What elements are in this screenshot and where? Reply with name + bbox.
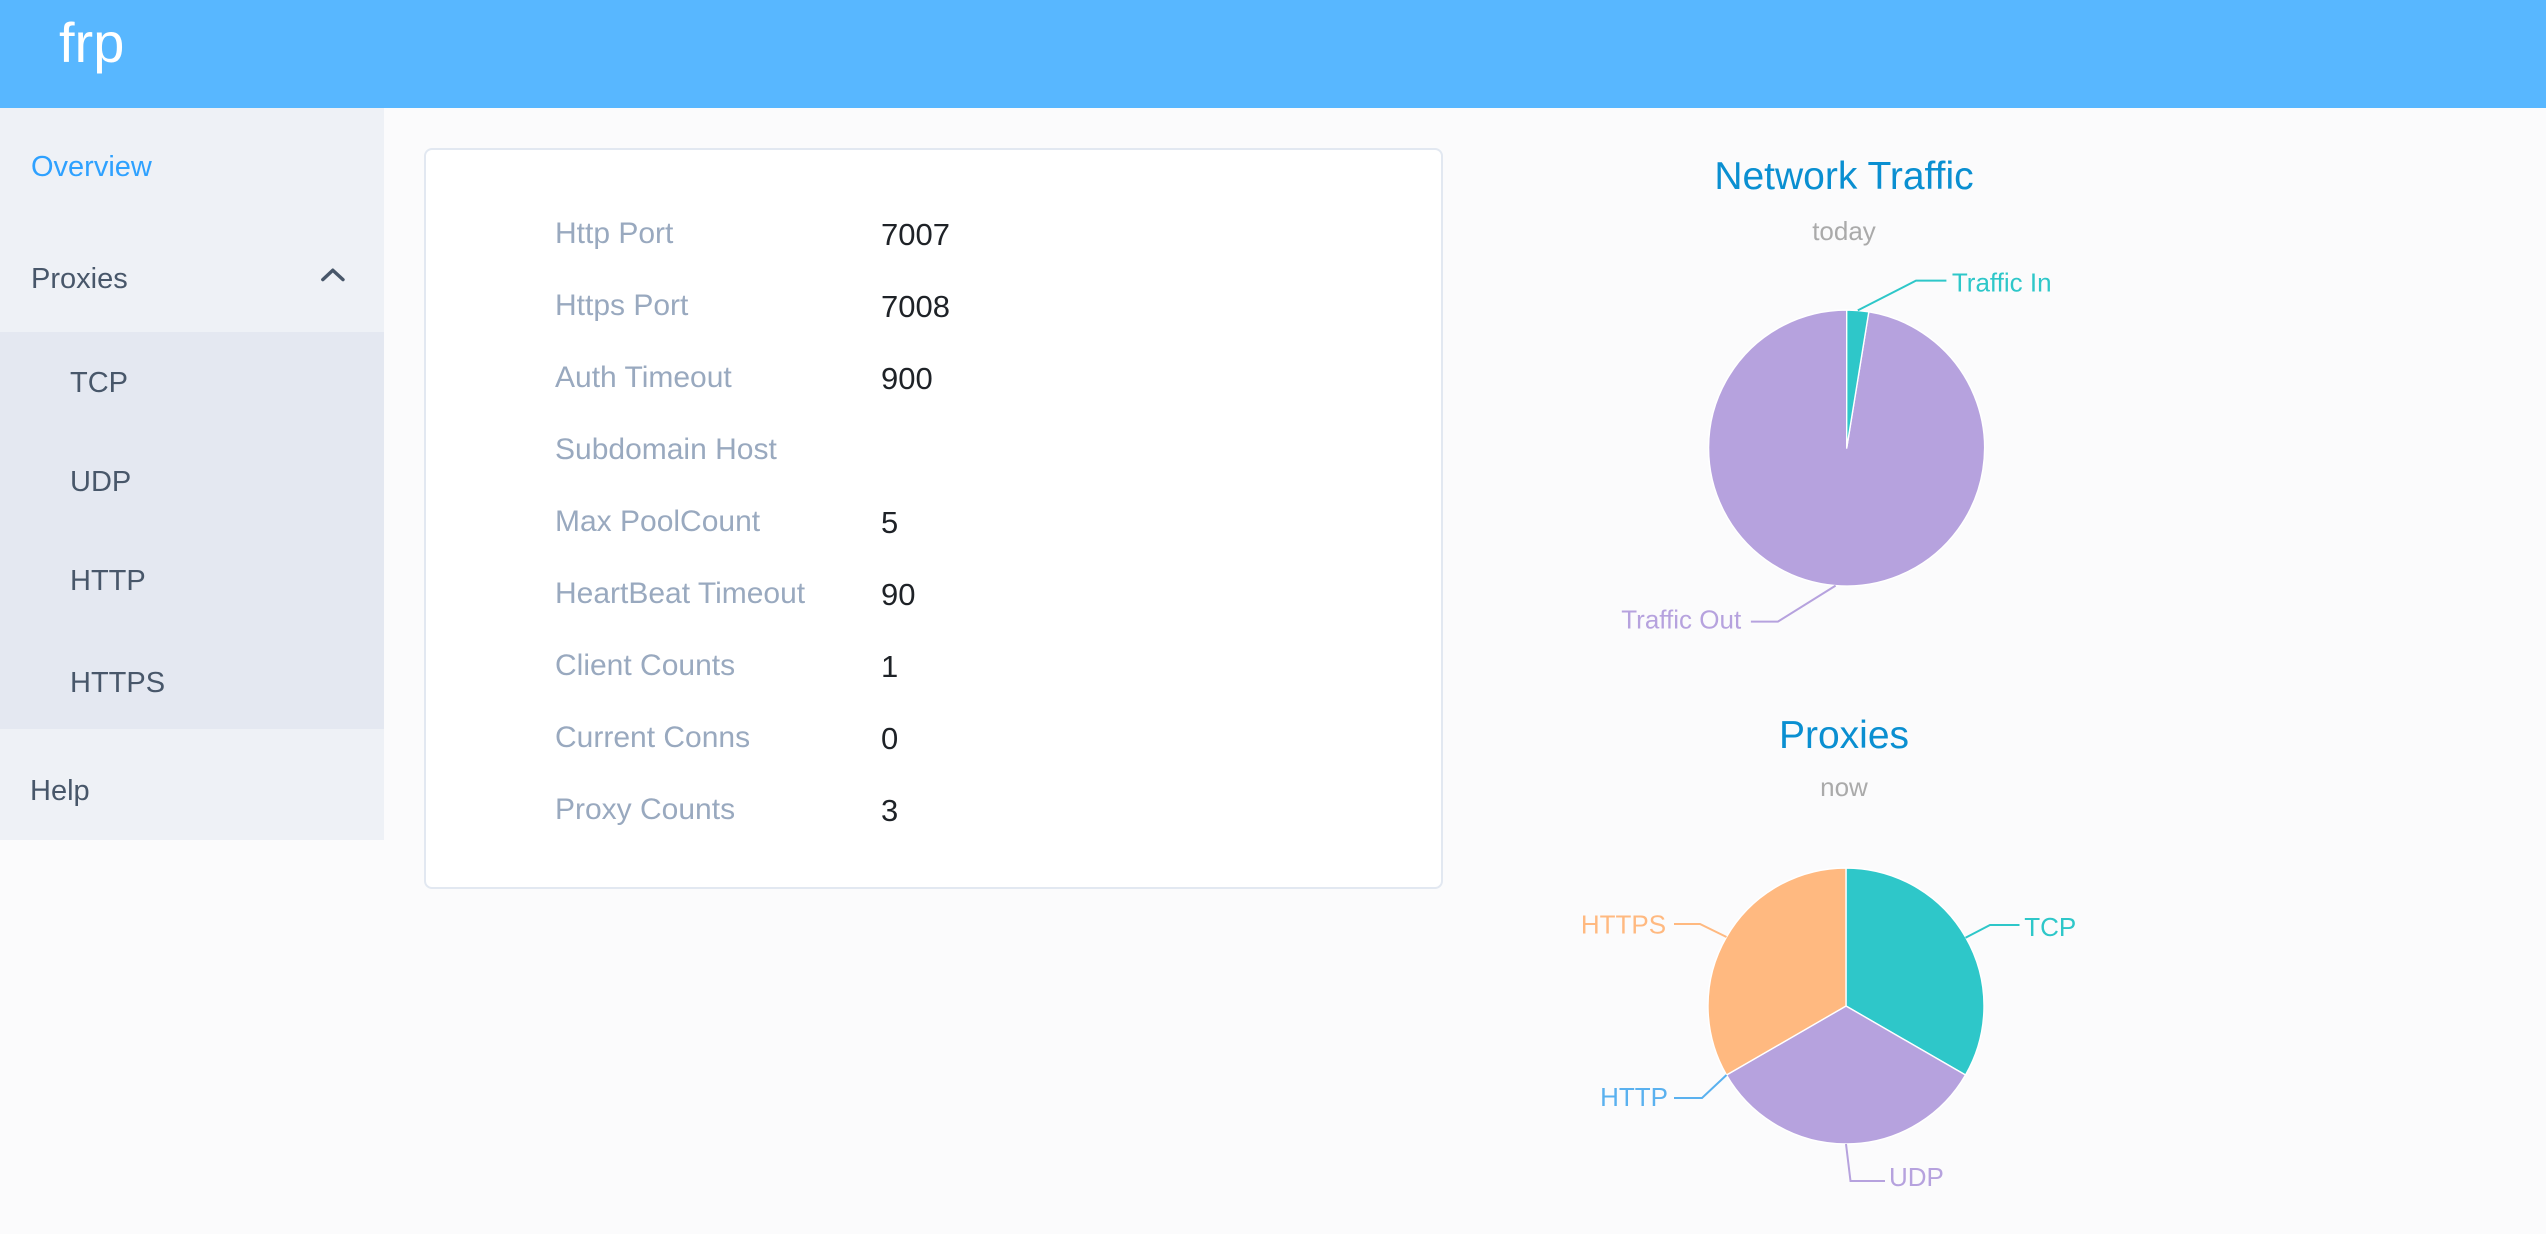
- svg-text:Traffic In: Traffic In: [1952, 268, 2052, 298]
- svg-text:UDP: UDP: [1889, 1162, 1944, 1192]
- svg-text:Traffic Out: Traffic Out: [1621, 605, 1742, 635]
- svg-text:HTTP: HTTP: [1600, 1082, 1668, 1112]
- svg-text:TCP: TCP: [2024, 912, 2076, 942]
- svg-text:HTTPS: HTTPS: [1581, 910, 1666, 940]
